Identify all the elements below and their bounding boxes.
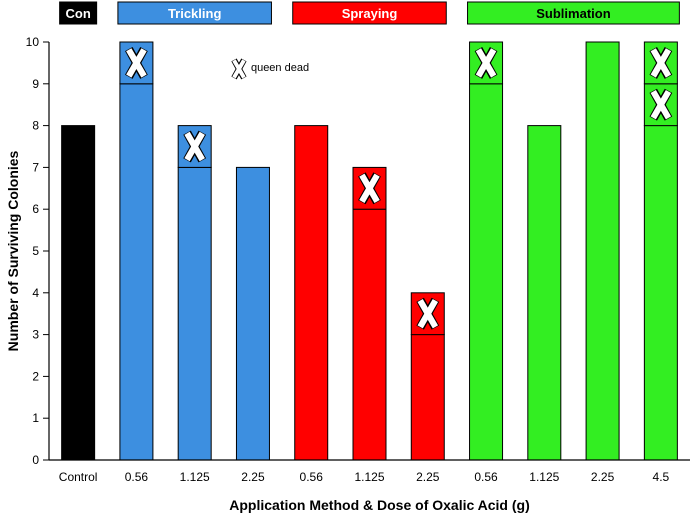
legend-box <box>59 1 98 25</box>
bar-surviving <box>643 125 678 461</box>
x-tick-label: 1.125 <box>180 470 210 484</box>
legend-label: Trickling <box>168 6 222 21</box>
bars <box>61 41 678 461</box>
bar-surviving <box>294 125 329 461</box>
y-tick-label: 7 <box>32 160 39 174</box>
group-legend: Con Trickling Spraying Sublimation <box>59 1 680 25</box>
bar-surviving <box>527 125 562 461</box>
x-tick-label: 1.125 <box>354 470 384 484</box>
y-axis-ticks: 0 1 2 3 4 5 6 7 8 9 10 <box>26 35 49 467</box>
bar-surviving <box>119 83 154 461</box>
queen-dead-label: queen dead <box>251 62 309 74</box>
x-tick-label: 2.25 <box>416 470 440 484</box>
bar-surviving <box>235 166 270 461</box>
y-tick-label: 10 <box>26 35 40 49</box>
queen-dead-marker <box>416 297 440 330</box>
y-tick-label: 5 <box>32 244 39 258</box>
bar-surviving <box>177 166 212 461</box>
queen-dead-annotation: queen dead <box>231 58 309 80</box>
x-tick-label: 0.56 <box>474 470 498 484</box>
queen-dead-marker <box>649 46 673 79</box>
bar-surviving <box>410 334 445 461</box>
queen-dead-marker <box>649 88 673 121</box>
bar-surviving <box>585 41 620 461</box>
x-tick-label: Control <box>59 470 98 484</box>
x-axis-title: Application Method & Dose of Oxalic Acid… <box>229 497 530 513</box>
x-axis-tick-labels: Control 0.56 1.125 2.25 0.56 1.125 2.25 0.56 1.1… <box>59 470 670 484</box>
y-tick-label: 9 <box>32 77 39 91</box>
legend-box <box>467 1 680 25</box>
x-tick-label: 2.25 <box>241 470 265 484</box>
legend-label: Sublimation <box>536 6 610 21</box>
legend-box <box>117 1 272 25</box>
x-tick-label: 4.5 <box>653 470 670 484</box>
x-tick-label: 1.125 <box>529 470 559 484</box>
bar-surviving <box>469 83 504 461</box>
bar-surviving <box>352 208 387 461</box>
queen-dead-marker <box>358 172 381 205</box>
bar-surviving <box>61 125 96 461</box>
y-tick-label: 3 <box>32 328 39 342</box>
bar-queen-dead-segment <box>469 41 504 85</box>
queen-dead-marker <box>125 46 148 79</box>
y-tick-label: 1 <box>32 411 39 425</box>
y-axis-title: Number of Surviving Colonies <box>5 150 21 351</box>
queen-dead-legend-icon <box>231 58 247 80</box>
y-tick-label: 6 <box>32 202 39 216</box>
x-tick-label: 2.25 <box>591 470 615 484</box>
y-tick-label: 8 <box>32 119 39 133</box>
x-tick-label: 0.56 <box>300 470 324 484</box>
queen-dead-marker <box>183 130 207 163</box>
legend-label: Spraying <box>342 6 398 21</box>
y-tick-label: 0 <box>32 453 39 467</box>
legend-box <box>292 1 447 25</box>
x-tick-label: 0.56 <box>125 470 149 484</box>
y-tick-label: 4 <box>32 286 39 300</box>
legend-label: Con <box>65 6 90 21</box>
queen-dead-marker <box>474 46 498 79</box>
y-tick-label: 2 <box>32 369 39 383</box>
